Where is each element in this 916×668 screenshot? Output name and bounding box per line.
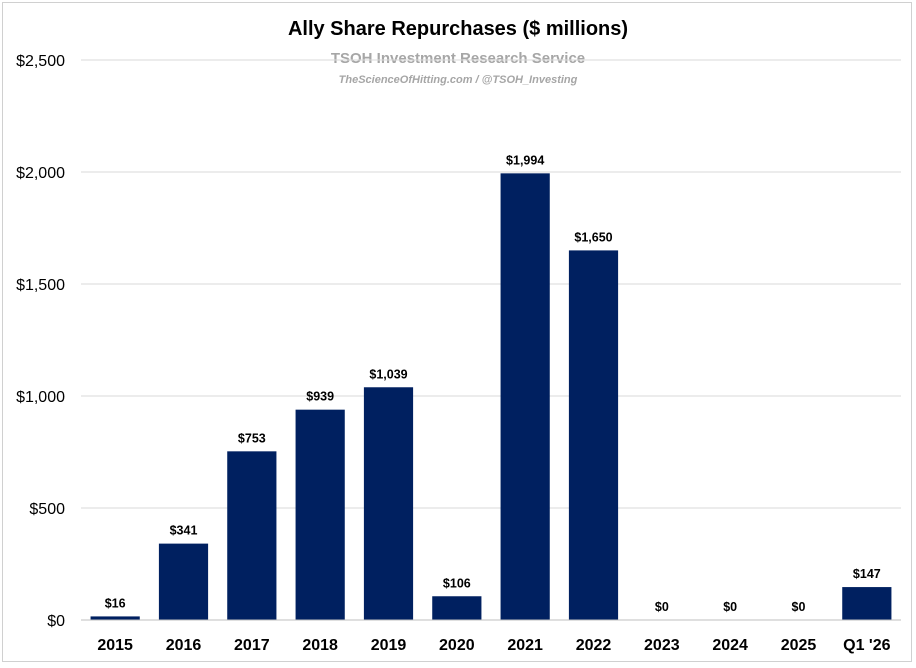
y-tick-label: $2,500	[16, 53, 65, 70]
data-label: $106	[443, 576, 471, 590]
x-tick-label: 2017	[234, 637, 270, 654]
data-labels: $16 $341 $753 $939 $1,039 $106 $1,994 $1,650 $0 $…	[105, 153, 881, 614]
data-label: $1,650	[574, 230, 612, 244]
x-tick-label: 2021	[507, 637, 543, 654]
chart-attribution: TheScienceOfHitting.com / @TSOH_Investin…	[339, 74, 578, 86]
bar	[500, 173, 550, 620]
x-tick-label: 2024	[712, 637, 748, 654]
y-tick-label: $1,500	[16, 277, 65, 294]
x-axis-ticks: 2015 2016 2017 2018 2019 2020 2021 2022 2023 2024…	[97, 637, 890, 654]
bars	[90, 173, 892, 620]
x-tick-label: 2015	[97, 637, 133, 654]
data-label: $1,039	[369, 367, 407, 381]
y-tick-label: $1,000	[16, 389, 65, 406]
data-label: $341	[170, 524, 198, 538]
x-tick-label: 2025	[781, 637, 817, 654]
x-tick-label: Q1 '26	[843, 637, 890, 654]
bar	[432, 596, 482, 620]
data-label: $0	[655, 600, 669, 614]
bar	[842, 587, 892, 620]
data-label: $147	[853, 567, 881, 581]
data-label: $16	[105, 596, 126, 610]
bar	[227, 451, 277, 620]
x-tick-label: 2019	[371, 637, 407, 654]
y-tick-label: $0	[47, 613, 65, 630]
y-axis-ticks: $0 $500 $1,000 $1,500 $2,000 $2,500	[16, 53, 65, 630]
data-label: $939	[306, 390, 334, 404]
x-tick-label: 2016	[166, 637, 202, 654]
data-label: $0	[723, 600, 737, 614]
x-tick-label: 2022	[576, 637, 612, 654]
bar-chart: Ally Share Repurchases ($ millions) TSOH…	[16, 18, 901, 654]
bar	[568, 250, 619, 620]
gridlines	[81, 59, 901, 509]
x-tick-label: 2023	[644, 637, 680, 654]
data-label: $753	[238, 431, 266, 445]
x-tick-label: 2020	[439, 637, 475, 654]
chart-title: Ally Share Repurchases ($ millions)	[288, 18, 628, 40]
bar	[363, 387, 414, 620]
bar	[90, 616, 140, 620]
data-label: $1,994	[506, 153, 544, 167]
bar	[158, 543, 209, 620]
y-tick-label: $2,000	[16, 165, 65, 182]
chart-subtitle: TSOH Investment Research Service	[331, 50, 585, 67]
y-tick-label: $500	[29, 501, 65, 518]
data-label: $0	[792, 600, 806, 614]
x-tick-label: 2018	[302, 637, 338, 654]
bar	[295, 409, 345, 620]
